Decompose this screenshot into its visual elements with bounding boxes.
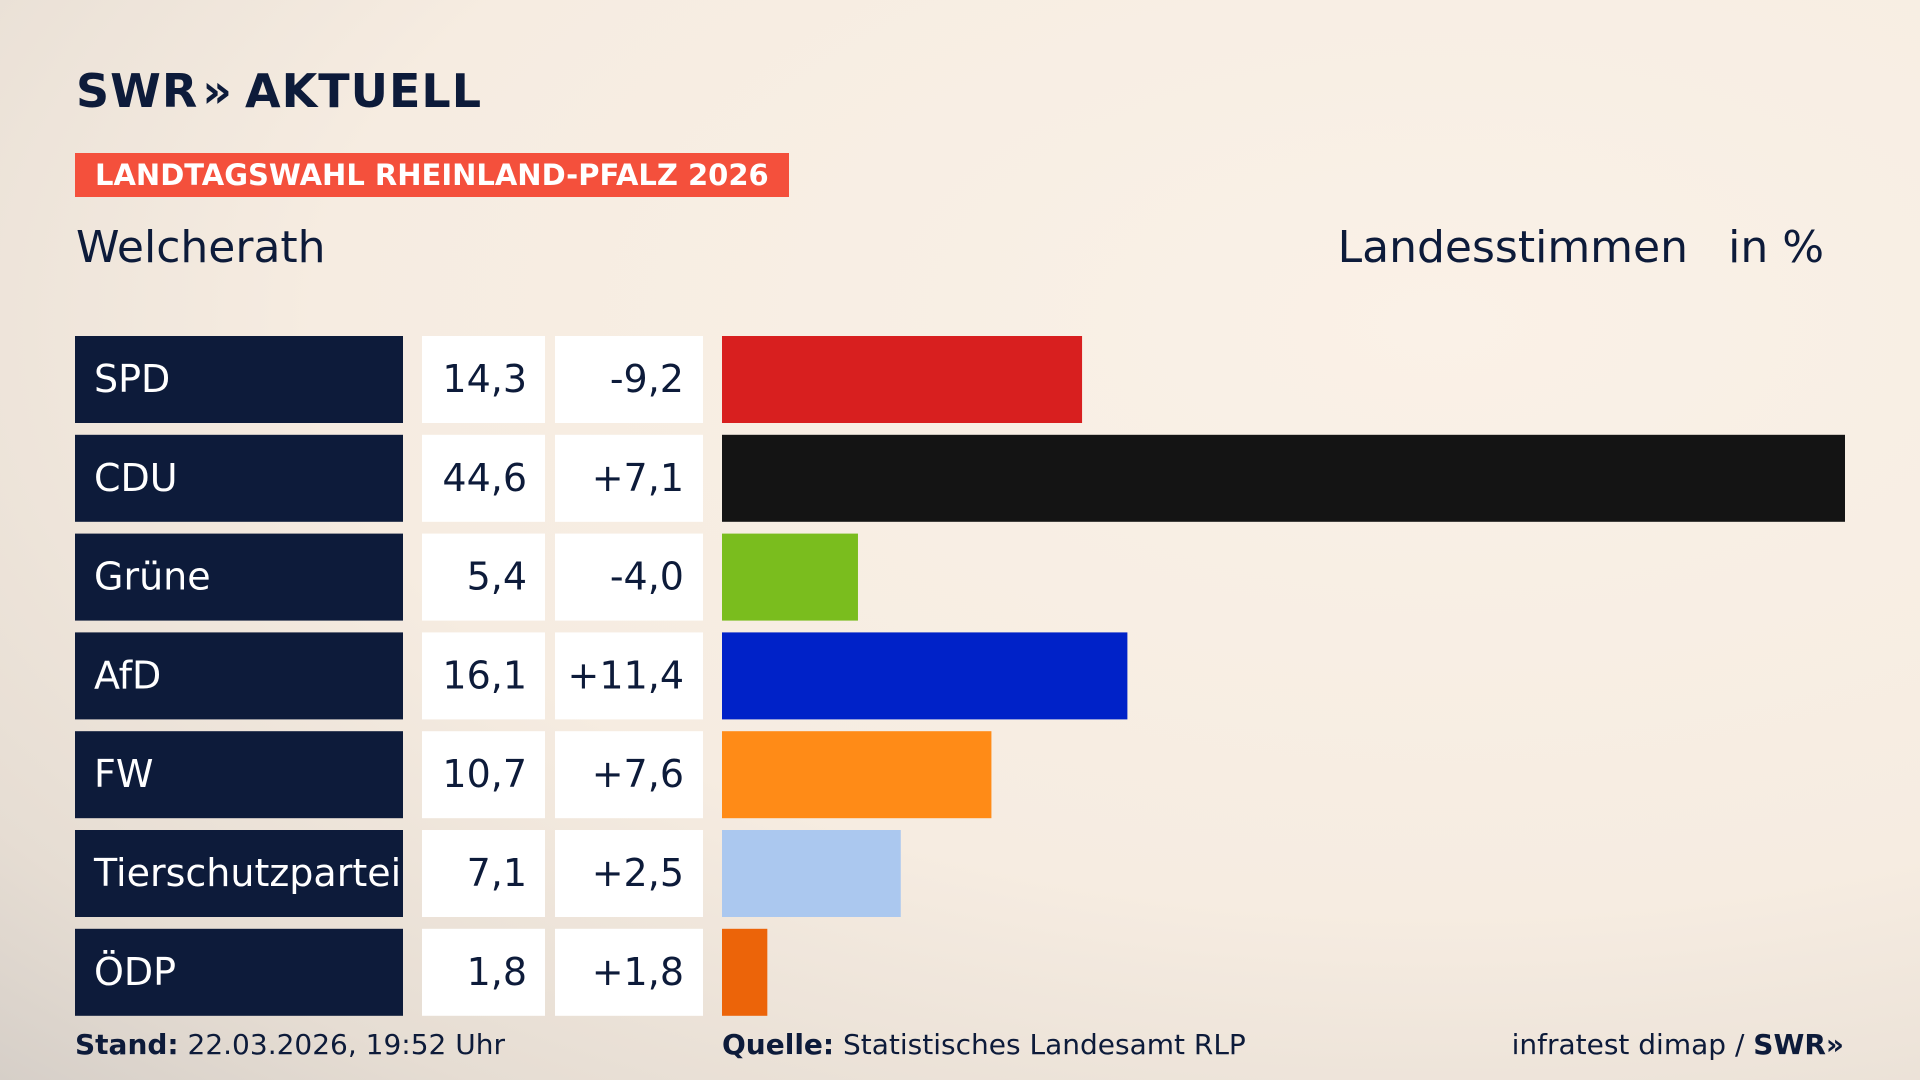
party-box: [75, 928, 403, 1016]
party-box: [75, 336, 403, 423]
value-cell: [422, 533, 545, 621]
party-name: CDU: [94, 456, 178, 500]
party-name: Grüne: [94, 555, 211, 599]
party-name: Tierschutzpartei: [93, 851, 401, 895]
chart: SPD 14,3 -9,2 CDU 44,6 +7,1 Grüne 5,4 -4,0 AfD 16,…: [75, 336, 1845, 1016]
value-label: 7,1: [467, 851, 527, 895]
party-box: [75, 830, 403, 917]
value-cell: [422, 632, 545, 720]
value-label: 10,7: [442, 752, 527, 796]
stand-label: Stand:: [75, 1028, 179, 1061]
source-value: Statistisches Landesamt RLP: [843, 1028, 1246, 1061]
bar: [722, 731, 992, 819]
logo: SWR» AKTUELL: [76, 64, 483, 118]
value-cell: [422, 830, 545, 917]
unit: in %: [1728, 222, 1824, 273]
value-label: 5,4: [467, 555, 527, 599]
place: Welcherath: [76, 222, 326, 273]
value-cell: [422, 434, 545, 522]
change-cell: [555, 928, 703, 1016]
change-label: +11,4: [568, 653, 684, 697]
credit: infratest dimap / SWR»: [1511, 1028, 1844, 1061]
bar: [722, 336, 1083, 423]
source-label: Quelle:: [722, 1028, 835, 1061]
footer: Stand: 22.03.2026, 19:52 Uhr Quelle: Sta…: [0, 1028, 1920, 1068]
change-cell: [555, 434, 703, 522]
change-label: -9,2: [610, 357, 684, 401]
source: Quelle: Statistisches Landesamt RLP: [722, 1028, 1246, 1061]
bar: [722, 533, 858, 621]
banner: LANDTAGSWAHL RHEINLAND-PFALZ 2026: [75, 153, 789, 197]
change-cell: [555, 336, 703, 423]
party-name: SPD: [94, 357, 170, 401]
value-label: 44,6: [442, 456, 527, 500]
bar: [722, 434, 1845, 522]
change-label: +7,1: [592, 456, 684, 500]
bar: [722, 632, 1128, 720]
credit-brand: SWR: [1753, 1028, 1826, 1061]
party-box: [75, 632, 403, 720]
party-name: FW: [94, 752, 153, 796]
measure: Landesstimmen: [1337, 222, 1688, 273]
change-label: +2,5: [592, 851, 684, 895]
logo-brand: SWR: [76, 64, 199, 118]
party-name: ÖDP: [94, 950, 176, 994]
bar: [722, 928, 768, 1016]
credit-text: infratest dimap /: [1511, 1028, 1754, 1061]
value-cell: [422, 731, 545, 819]
change-label: -4,0: [610, 555, 684, 599]
value-cell: [422, 336, 545, 423]
change-cell: [555, 632, 703, 720]
value-cell: [422, 928, 545, 1016]
change-label: +1,8: [592, 950, 684, 994]
change-cell: [555, 533, 703, 621]
stand-value: 22.03.2026, 19:52 Uhr: [187, 1028, 505, 1061]
value-label: 1,8: [467, 950, 527, 994]
logo-section: AKTUELL: [245, 64, 483, 118]
stand: Stand: 22.03.2026, 19:52 Uhr: [75, 1028, 505, 1061]
bar: [722, 830, 901, 917]
change-label: +7,6: [592, 752, 684, 796]
value-label: 16,1: [442, 653, 527, 697]
party-box: [75, 533, 403, 621]
party-box: [75, 731, 403, 819]
change-cell: [555, 731, 703, 819]
party-box: [75, 434, 403, 522]
change-cell: [555, 830, 703, 917]
party-name: AfD: [94, 653, 161, 697]
value-label: 14,3: [442, 357, 527, 401]
